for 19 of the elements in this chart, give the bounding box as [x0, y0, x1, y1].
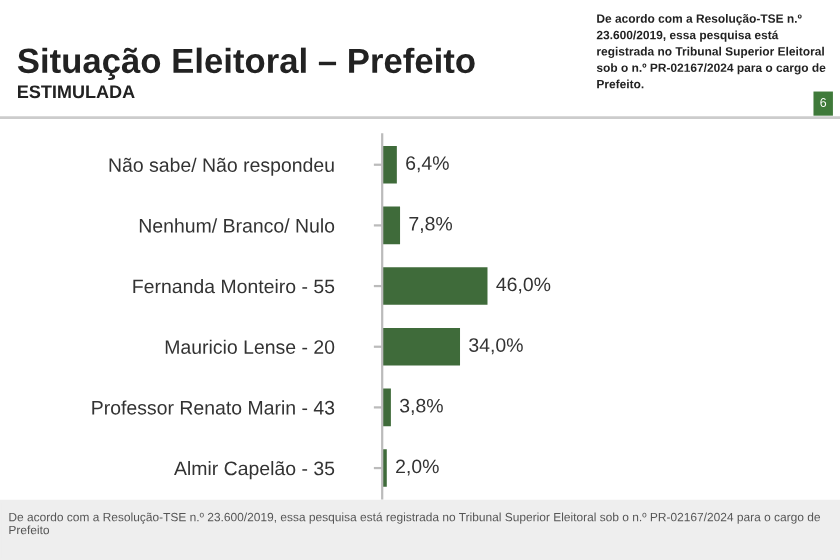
bar	[382, 145, 397, 184]
y-tick-label: Almir Capelão - 35	[174, 461, 335, 480]
y-tick-label: Não sabe/ Não respondeu	[109, 157, 334, 176]
data-label: 7,8%	[409, 216, 453, 233]
bar	[382, 327, 461, 366]
data-label: 2,0%	[396, 459, 439, 476]
bar	[382, 388, 391, 427]
y-tick-label: Mauricio Lense - 20	[165, 339, 335, 354]
chart-title: Situação Eleitoral – Prefeito	[17, 47, 475, 80]
y-tick-label: Fernanda Monteiro - 55	[133, 279, 335, 294]
y-tick-label: Nenhum/ Branco/ Nulo	[139, 218, 335, 233]
y-tick-label: Professor Renato Marin - 43	[92, 400, 335, 415]
bar	[382, 206, 401, 245]
data-label: 34,0%	[469, 338, 523, 355]
text: ESTIMULADA	[18, 85, 135, 99]
data-label: 46,0%	[496, 277, 551, 294]
data-label: 3,8%	[399, 398, 443, 415]
data-label: 6,4%	[406, 156, 449, 173]
bar	[382, 267, 488, 305]
